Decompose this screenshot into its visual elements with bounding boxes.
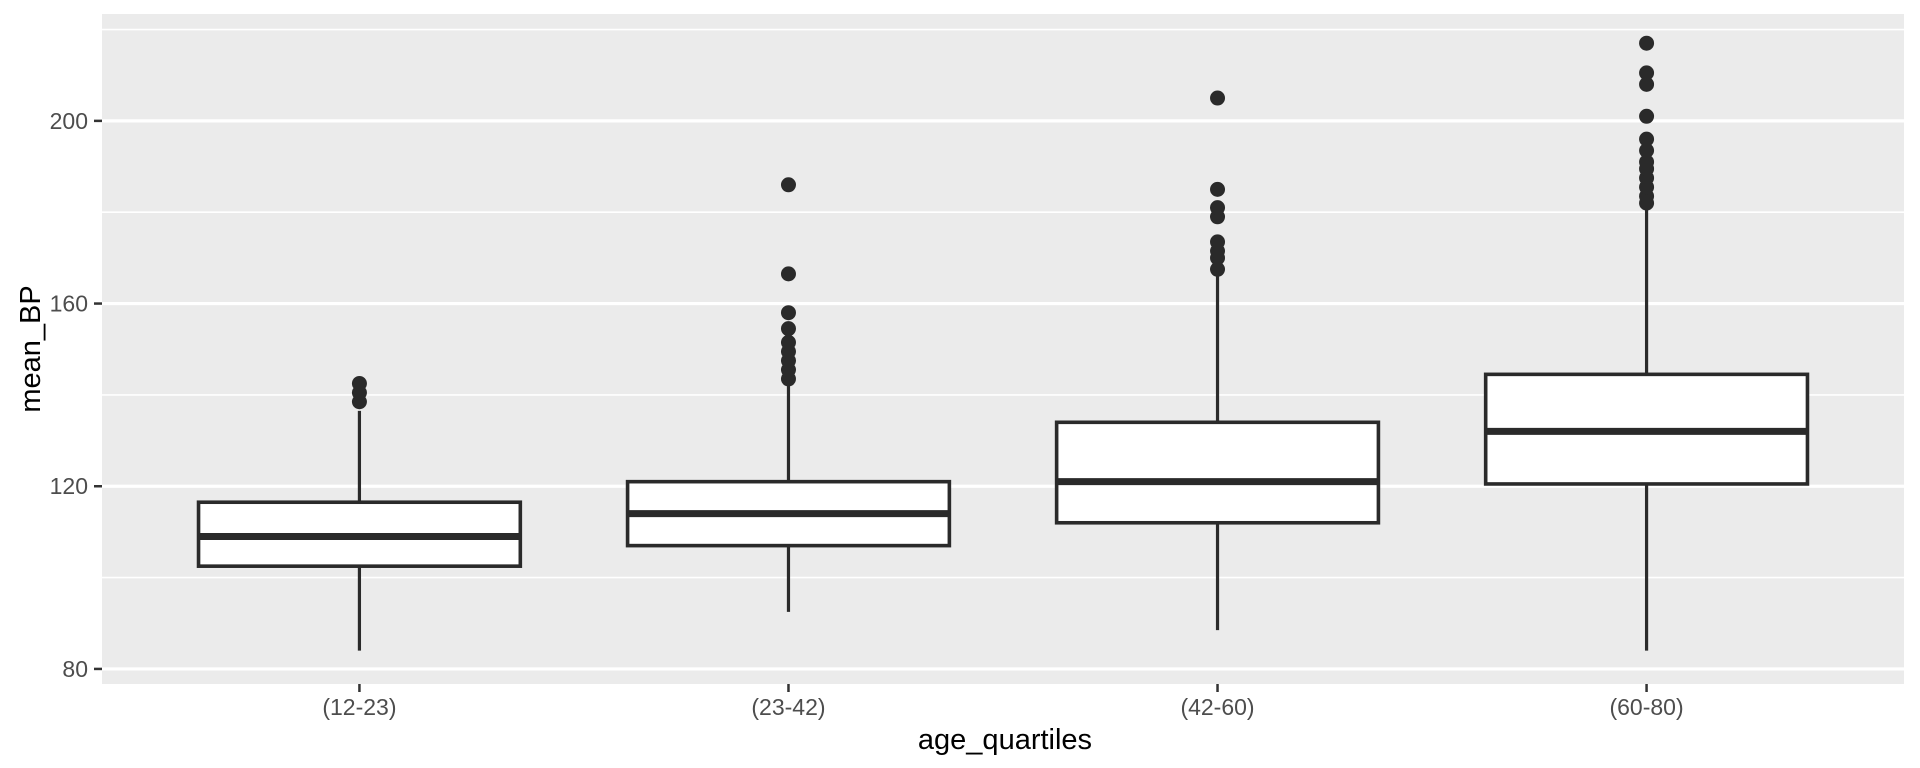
x-tick-label: (12-23) <box>322 694 396 720</box>
axes: 80 120 160 200 (12-23) (23-42) (42-60) (60-80) <box>50 108 1684 720</box>
outlier-point <box>1210 234 1226 250</box>
x-tick-label: (23-42) <box>751 694 825 720</box>
outlier-point <box>780 266 796 282</box>
outlier-point <box>1639 65 1655 81</box>
outlier-point <box>1210 200 1226 216</box>
x-tick-label: (60-80) <box>1609 694 1683 720</box>
outlier-point <box>1210 90 1226 106</box>
boxplot-(42-60) <box>1054 90 1381 631</box>
y-tick-label: 200 <box>50 108 88 134</box>
outlier-point <box>1639 143 1655 159</box>
outlier-point <box>1639 35 1655 51</box>
outlier-point <box>1639 131 1655 147</box>
plot-panel <box>102 14 1904 684</box>
boxplot-(60-80) <box>1483 35 1810 651</box>
outlier-point <box>351 375 367 391</box>
boxplot-(23-42) <box>625 177 952 612</box>
y-tick-label: 160 <box>50 291 88 317</box>
x-tick-label: (42-60) <box>1180 694 1254 720</box>
outlier-point <box>780 305 796 321</box>
outlier-point <box>1639 108 1655 124</box>
boxplot-(12-23) <box>196 375 523 651</box>
outlier-point <box>780 334 796 350</box>
outlier-point <box>780 321 796 337</box>
y-tick-label: 80 <box>62 656 88 682</box>
outlier-point <box>1210 181 1226 197</box>
outlier-point <box>780 177 796 193</box>
panel-background <box>102 14 1904 684</box>
y-axis-title: mean_BP <box>15 285 47 412</box>
outlier-point <box>1639 154 1655 170</box>
y-tick-label: 120 <box>50 473 88 499</box>
outlier-point <box>1639 76 1655 92</box>
iqr-box <box>1054 420 1381 525</box>
x-axis-title: age_quartiles <box>918 724 1092 756</box>
outlier-point <box>1210 261 1226 277</box>
gridlines <box>102 28 1904 671</box>
boxplots <box>196 35 1810 651</box>
